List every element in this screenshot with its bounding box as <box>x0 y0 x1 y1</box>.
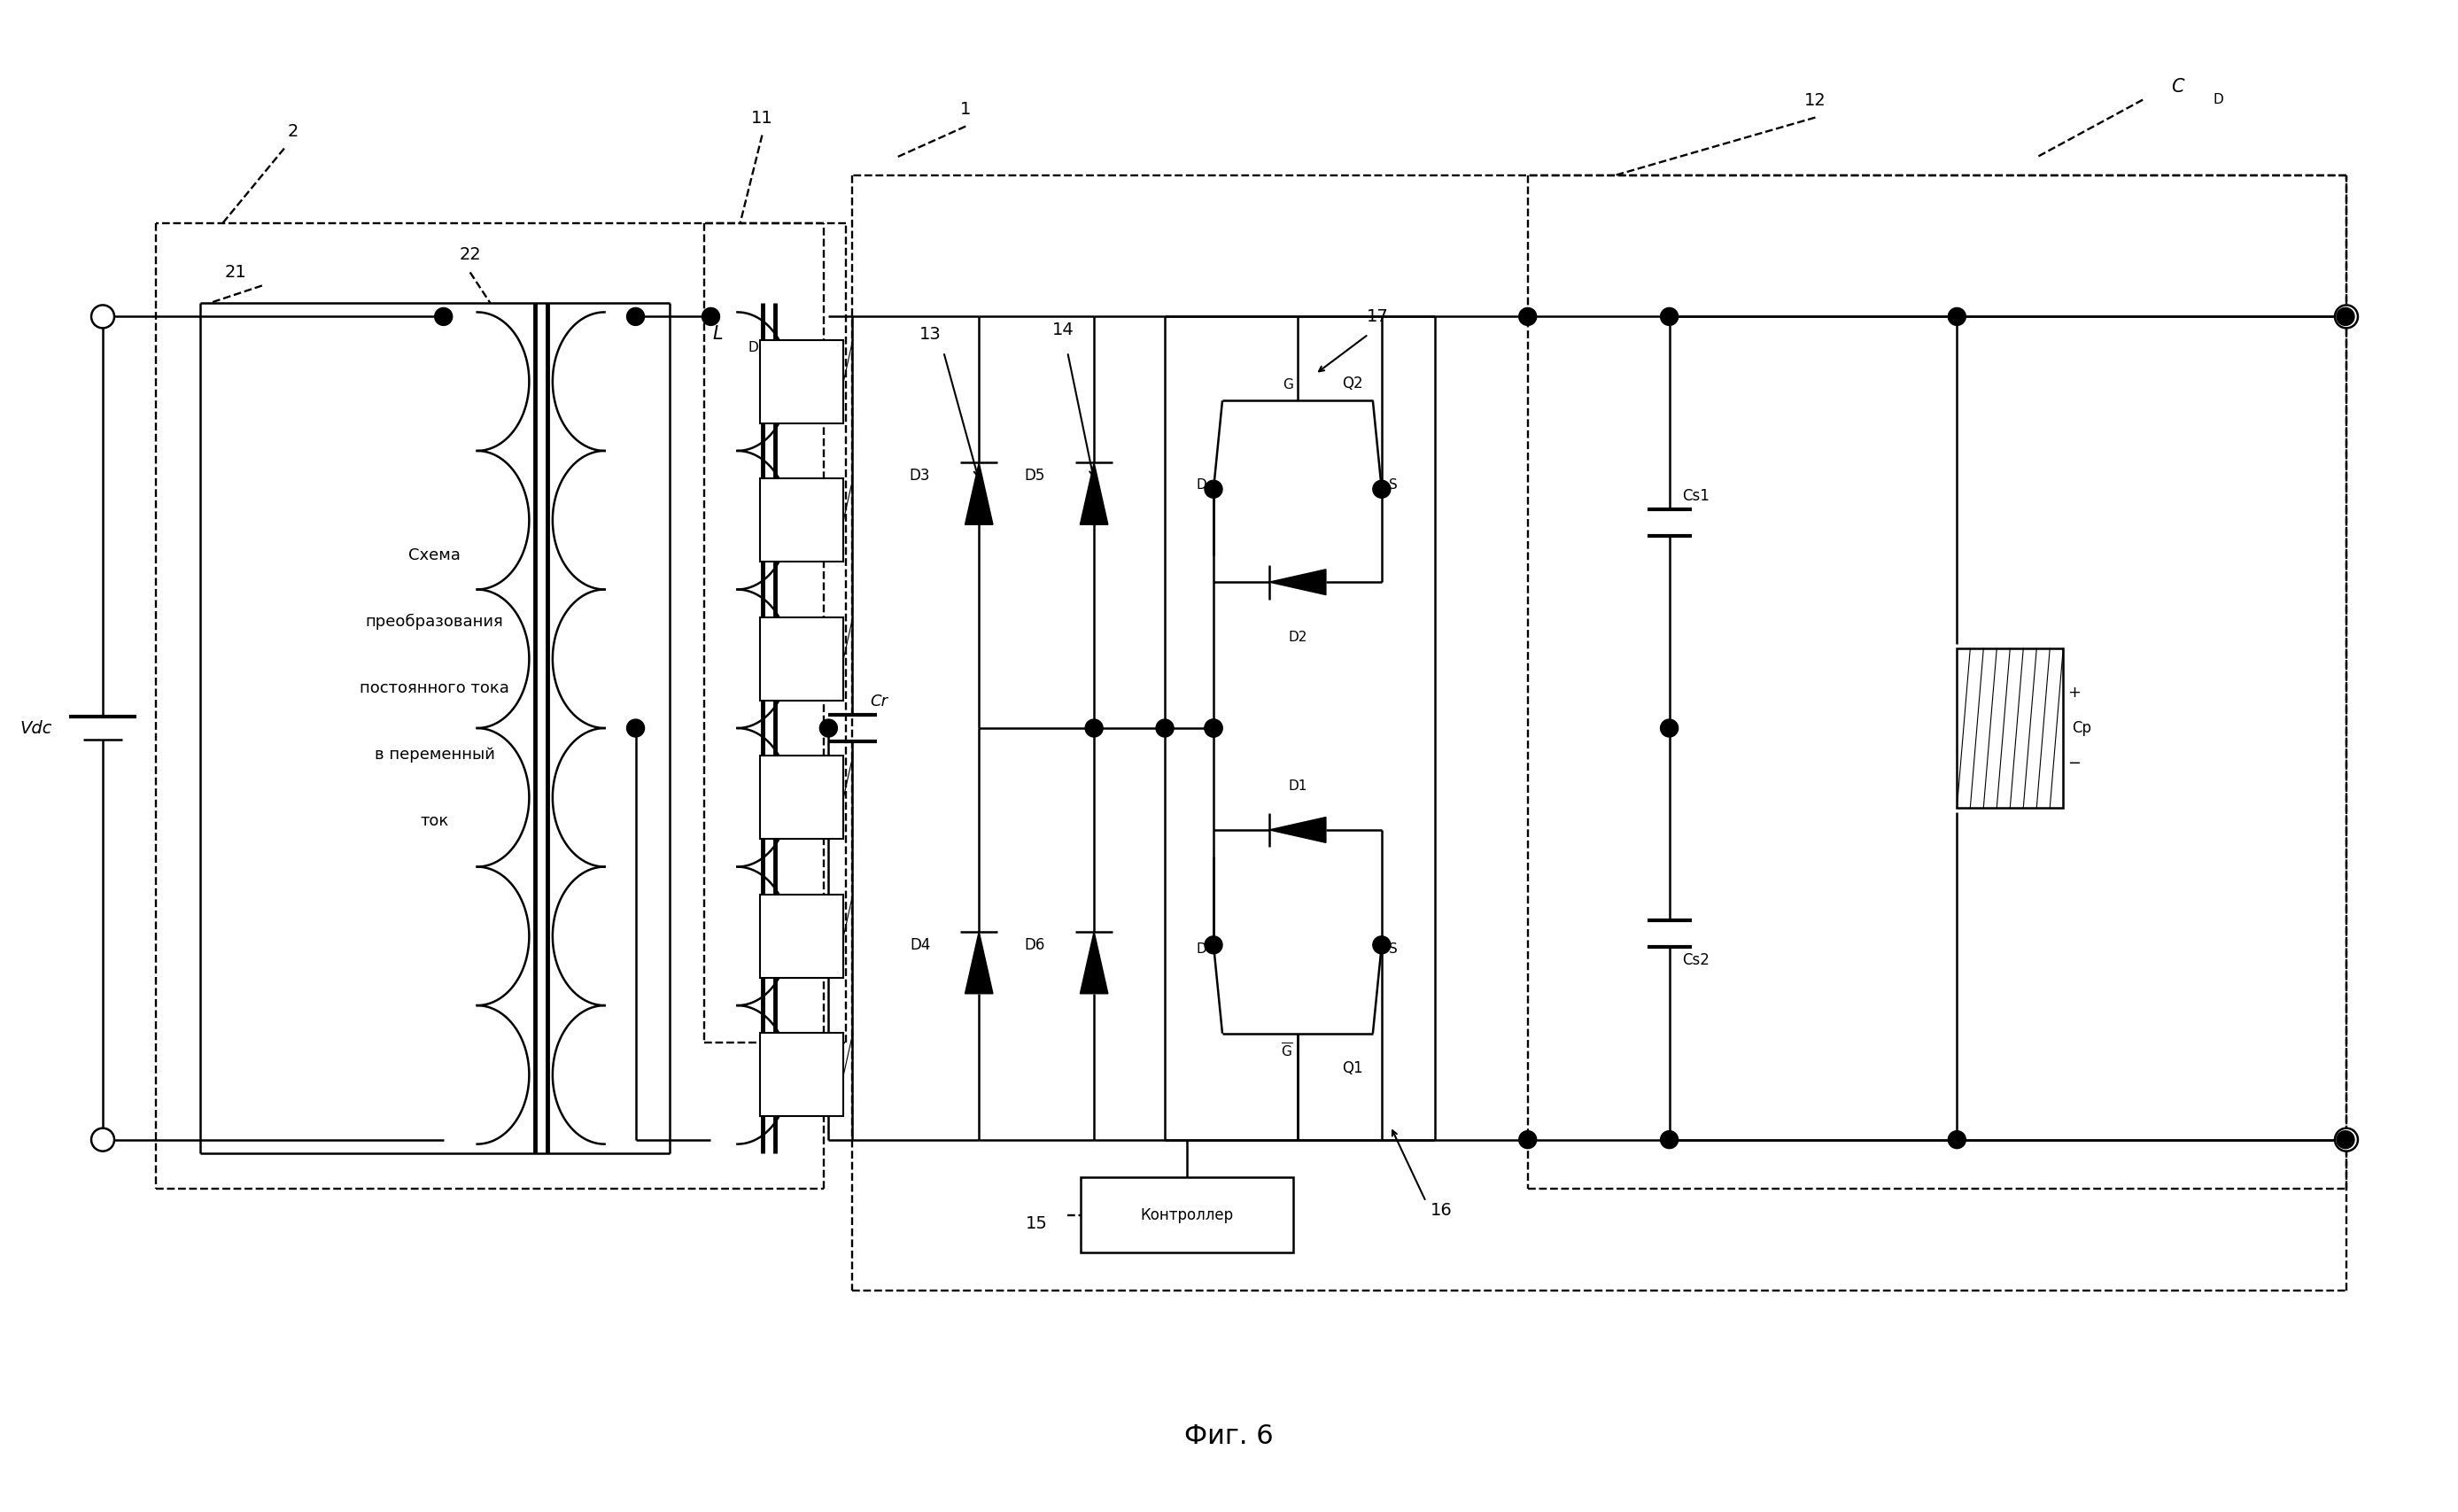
Bar <box>760 617 843 700</box>
Text: постоянного тока: постоянного тока <box>359 680 509 696</box>
Circle shape <box>1204 720 1222 736</box>
Text: $\overline{\rm G}$: $\overline{\rm G}$ <box>1281 1042 1293 1060</box>
Text: Q2: Q2 <box>1342 376 1362 392</box>
Text: D: D <box>747 340 760 354</box>
Bar <box>760 756 843 839</box>
Text: +: + <box>2067 685 2082 700</box>
Text: −: − <box>2067 756 2082 771</box>
Circle shape <box>2338 1131 2355 1149</box>
Bar <box>1957 649 2062 807</box>
Text: преобразования: преобразования <box>366 614 504 631</box>
Text: 14: 14 <box>1052 322 1074 339</box>
Circle shape <box>1374 936 1391 954</box>
Circle shape <box>1519 308 1536 325</box>
Text: S: S <box>1389 943 1399 956</box>
Circle shape <box>1204 936 1222 954</box>
Circle shape <box>1204 481 1222 497</box>
Polygon shape <box>1079 463 1109 525</box>
Text: Q1: Q1 <box>1342 1060 1362 1077</box>
Circle shape <box>627 720 644 736</box>
Circle shape <box>1949 308 1966 325</box>
Text: D: D <box>2212 94 2222 106</box>
Text: Контроллер: Контроллер <box>1141 1207 1234 1223</box>
Circle shape <box>1662 720 1679 736</box>
Text: G: G <box>1283 378 1293 392</box>
Polygon shape <box>1268 816 1325 842</box>
Circle shape <box>627 308 644 325</box>
Text: D2: D2 <box>1288 631 1308 644</box>
Text: Фиг. 6: Фиг. 6 <box>1185 1423 1273 1448</box>
Circle shape <box>1374 481 1391 497</box>
Text: 13: 13 <box>919 327 941 343</box>
Bar <box>760 478 843 562</box>
Circle shape <box>2338 308 2355 325</box>
Text: ток: ток <box>420 813 450 829</box>
Text: D4: D4 <box>909 937 929 953</box>
Bar <box>760 340 843 423</box>
Text: 22: 22 <box>460 246 482 263</box>
Text: D: D <box>1197 943 1207 956</box>
Text: D3: D3 <box>909 467 929 484</box>
Polygon shape <box>966 931 993 993</box>
Circle shape <box>1084 720 1104 736</box>
Text: 21: 21 <box>224 265 246 281</box>
Bar <box>760 895 843 978</box>
Circle shape <box>1519 1131 1536 1149</box>
Circle shape <box>1662 308 1679 325</box>
Text: $C$: $C$ <box>2170 77 2185 95</box>
Circle shape <box>91 1128 113 1151</box>
Text: S: S <box>1389 478 1399 491</box>
Text: 16: 16 <box>1431 1202 1453 1219</box>
Text: 15: 15 <box>1025 1216 1047 1232</box>
Text: D6: D6 <box>1025 937 1045 953</box>
Text: 11: 11 <box>752 109 774 127</box>
Text: 12: 12 <box>1804 92 1826 109</box>
Circle shape <box>1155 720 1172 736</box>
Polygon shape <box>1079 931 1109 993</box>
Polygon shape <box>1268 570 1325 594</box>
Text: 1: 1 <box>961 101 971 118</box>
Text: Cr: Cr <box>870 694 887 709</box>
Text: в переменный: в переменный <box>374 747 494 762</box>
Circle shape <box>819 720 838 736</box>
Text: Vdc: Vdc <box>20 720 52 736</box>
Text: D5: D5 <box>1025 467 1045 484</box>
Text: Cp: Cp <box>2072 720 2092 736</box>
Text: $L$: $L$ <box>713 325 723 343</box>
Text: Схема: Схема <box>408 547 460 564</box>
Text: 2: 2 <box>288 122 297 139</box>
Circle shape <box>703 308 720 325</box>
Text: Cs1: Cs1 <box>1684 488 1711 503</box>
Text: 17: 17 <box>1367 308 1389 325</box>
Bar <box>1082 1178 1293 1252</box>
Text: D1: D1 <box>1288 780 1308 792</box>
Circle shape <box>91 305 113 328</box>
Circle shape <box>2335 1128 2357 1151</box>
Bar <box>760 1033 843 1116</box>
Circle shape <box>435 308 452 325</box>
Text: Cs2: Cs2 <box>1684 953 1711 968</box>
Text: D: D <box>1197 478 1207 491</box>
Circle shape <box>1949 1131 1966 1149</box>
Circle shape <box>2335 305 2357 328</box>
Circle shape <box>1662 1131 1679 1149</box>
Circle shape <box>1204 720 1222 736</box>
Polygon shape <box>966 463 993 525</box>
